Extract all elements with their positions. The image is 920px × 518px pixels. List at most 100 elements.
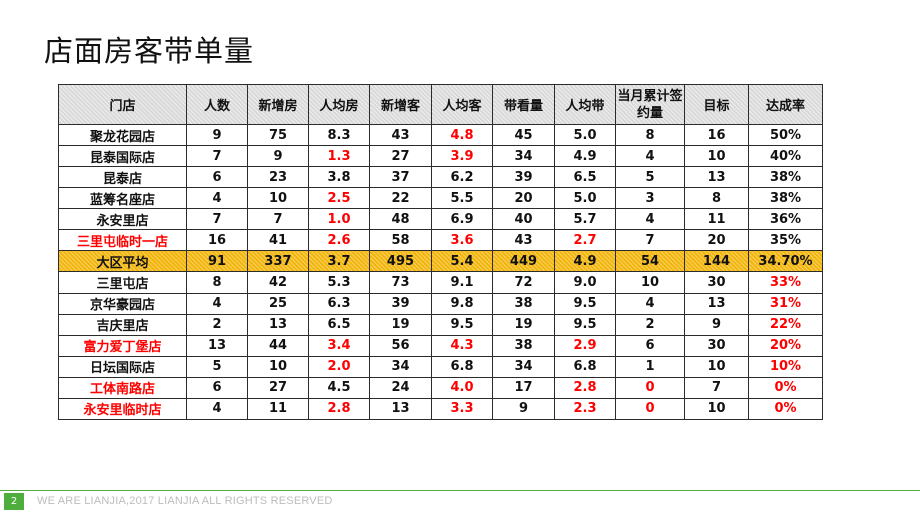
table-row: 昆泰国际店 7 9 1.3 27 3.9 34 4.9 4 10 40% — [58, 145, 823, 168]
table-cell: 7 — [684, 376, 749, 399]
table-cell: 5.0 — [554, 187, 616, 210]
header-store: 门店 — [58, 84, 187, 125]
table-cell: 8 — [186, 271, 248, 294]
table-row: 永安里临时店 4 11 2.8 13 3.3 9 2.3 0 10 0% — [58, 397, 823, 421]
table-cell: 9.8 — [431, 292, 493, 315]
store-name-cell: 日坛国际店 — [58, 355, 187, 378]
table-cell: 50% — [748, 123, 823, 147]
table-cell: 10 — [684, 397, 749, 421]
table-cell: 6.8 — [431, 355, 493, 378]
table-cell: 9.5 — [431, 313, 493, 336]
table-cell: 8 — [615, 123, 685, 147]
table-cell: 34 — [492, 145, 555, 168]
table-header-row: 门店 人数 新增房 人均房 新增客 人均客 带看量 人均带 当月累计签约量 目标… — [58, 84, 823, 125]
table-cell: 3.6 — [431, 229, 493, 252]
table-cell: 43 — [369, 123, 432, 147]
table-row: 京华豪园店 4 25 6.3 39 9.8 38 9.5 4 13 31% — [58, 292, 823, 315]
table-cell: 25 — [247, 292, 309, 315]
table-cell: 30 — [684, 271, 749, 294]
table-cell: 2.0 — [308, 355, 370, 378]
table-cell: 2.3 — [554, 397, 616, 421]
store-name-cell: 聚龙花园店 — [58, 123, 187, 147]
table-row: 蓝筹名座店 4 10 2.5 22 5.5 20 5.0 3 8 38% — [58, 187, 823, 210]
table-cell: 10 — [247, 355, 309, 378]
table-cell: 44 — [247, 334, 309, 357]
table-cell: 91 — [186, 250, 248, 273]
table-cell: 33% — [748, 271, 823, 294]
table-cell: 31% — [748, 292, 823, 315]
table-cell: 13 — [369, 397, 432, 421]
table-cell: 43 — [492, 229, 555, 252]
table-row: 吉庆里店 2 13 6.5 19 9.5 19 9.5 2 9 22% — [58, 313, 823, 336]
table-cell: 8.3 — [308, 123, 370, 147]
table-cell: 1.3 — [308, 145, 370, 168]
table-cell: 9 — [247, 145, 309, 168]
table-cell: 0% — [748, 397, 823, 421]
table-cell: 13 — [186, 334, 248, 357]
table-cell: 38% — [748, 187, 823, 210]
table-cell: 6 — [186, 166, 248, 189]
table-cell: 4.9 — [554, 250, 616, 273]
table-cell: 6 — [615, 334, 685, 357]
table-cell: 144 — [684, 250, 749, 273]
table-cell: 48 — [369, 208, 432, 231]
table-cell: 6.5 — [554, 166, 616, 189]
header-monthly-signed: 当月累计签约量 — [615, 84, 685, 125]
table-cell: 56 — [369, 334, 432, 357]
table-row: 永安里店 7 7 1.0 48 6.9 40 5.7 4 11 36% — [58, 208, 823, 231]
store-name-cell: 工体南路店 — [58, 376, 187, 399]
header-achievement-rate: 达成率 — [748, 84, 823, 125]
table-cell: 6.9 — [431, 208, 493, 231]
table-cell: 39 — [369, 292, 432, 315]
table-cell: 9.5 — [554, 292, 616, 315]
table-cell: 42 — [247, 271, 309, 294]
table-cell: 3.9 — [431, 145, 493, 168]
table-cell: 9.5 — [554, 313, 616, 336]
table-cell: 4 — [186, 187, 248, 210]
table-cell: 1.0 — [308, 208, 370, 231]
table-cell: 4.9 — [554, 145, 616, 168]
table-cell: 40% — [748, 145, 823, 168]
table-cell: 38% — [748, 166, 823, 189]
footer-copyright: WE ARE LIANJIA,2017 LIANJIA ALL RIGHTS R… — [37, 495, 333, 507]
table-cell: 5.4 — [431, 250, 493, 273]
table-row: 工体南路店 6 27 4.5 24 4.0 17 2.8 0 7 0% — [58, 376, 823, 399]
table-cell: 5.7 — [554, 208, 616, 231]
table-cell: 11 — [247, 397, 309, 421]
table-cell: 39 — [492, 166, 555, 189]
table-cell: 5.0 — [554, 123, 616, 147]
table-cell: 2.8 — [554, 376, 616, 399]
header-new-clients: 新增客 — [369, 84, 432, 125]
table-cell: 0 — [615, 376, 685, 399]
table-cell: 17 — [492, 376, 555, 399]
table-cell: 34.70% — [748, 250, 823, 273]
table-cell: 22 — [369, 187, 432, 210]
table-cell: 4 — [615, 292, 685, 315]
table-cell: 2.9 — [554, 334, 616, 357]
table-cell: 41 — [247, 229, 309, 252]
page-number-badge: 2 — [4, 493, 24, 510]
header-headcount: 人数 — [186, 84, 248, 125]
table-cell: 38 — [492, 292, 555, 315]
table-cell: 10 — [684, 355, 749, 378]
table-cell: 7 — [615, 229, 685, 252]
table-cell: 8 — [684, 187, 749, 210]
table-cell: 10 — [247, 187, 309, 210]
table-row-average: 大区平均 91 337 3.7 495 5.4 449 4.9 54 144 34.70% — [58, 250, 823, 273]
table-cell: 16 — [186, 229, 248, 252]
table-cell: 495 — [369, 250, 432, 273]
table-cell: 13 — [684, 292, 749, 315]
table-cell: 7 — [186, 208, 248, 231]
table-cell: 2.8 — [308, 397, 370, 421]
table-cell: 1 — [615, 355, 685, 378]
store-name-cell: 永安里临时店 — [58, 397, 187, 421]
table-row: 昆泰店 6 23 3.8 37 6.2 39 6.5 5 13 38% — [58, 166, 823, 189]
table-cell: 337 — [247, 250, 309, 273]
table-cell: 13 — [684, 166, 749, 189]
table-cell: 3.3 — [431, 397, 493, 421]
table-cell: 6 — [186, 376, 248, 399]
store-name-cell: 富力爱丁堡店 — [58, 334, 187, 357]
table-cell: 2.6 — [308, 229, 370, 252]
table-cell: 0 — [615, 397, 685, 421]
table-cell: 6.3 — [308, 292, 370, 315]
